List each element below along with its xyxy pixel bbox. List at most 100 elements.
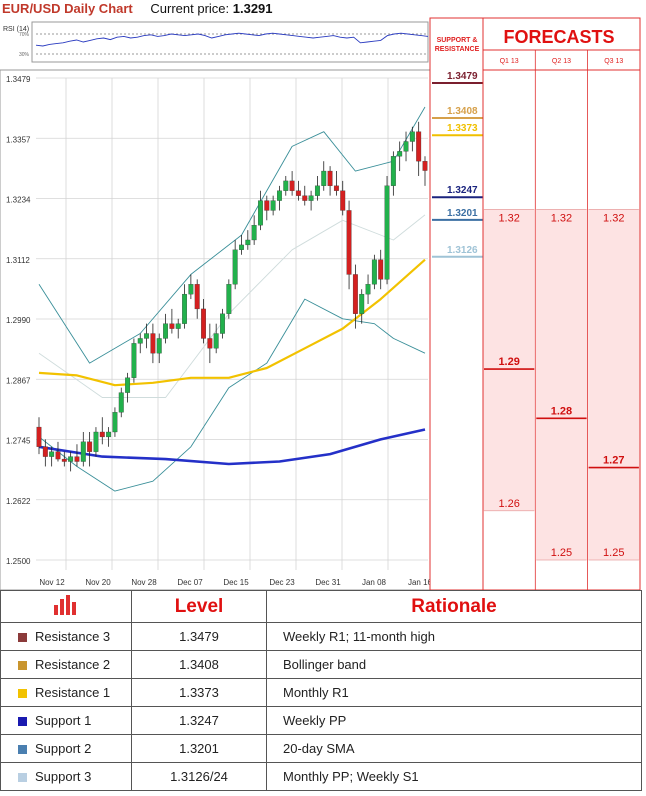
- forecast-low-label: 1.25: [603, 547, 624, 559]
- level-rationale: Monthly PP; Weekly S1: [266, 762, 642, 791]
- x-axis-ticks: Nov 12 Nov 20 Nov 28 Dec 07 Dec 15 Dec 23 Dec …: [39, 578, 432, 587]
- level-swatch: [18, 717, 27, 726]
- y-tick-label: 1.2990: [6, 316, 31, 325]
- bar-chart-icon: [54, 594, 76, 615]
- level-value: 1.3479: [131, 622, 267, 651]
- level-row: Support 1 1.3247 Weekly PP: [0, 706, 642, 735]
- candle-body-down: [340, 190, 346, 211]
- x-tick-label: Nov 12: [39, 578, 65, 587]
- sr-label-line1: SUPPORT &: [437, 37, 478, 44]
- level-header: Level: [131, 590, 267, 623]
- level-label: 1.3408: [447, 106, 478, 117]
- candle-body-up: [270, 200, 276, 211]
- level-rationale: Bollinger band: [266, 650, 642, 679]
- level-name-cell: Support 1: [0, 706, 132, 735]
- level-rationale: Weekly R1; 11-month high: [266, 622, 642, 651]
- sr-label-line2: RESISTANCE: [435, 46, 480, 53]
- candle-body-up: [384, 185, 390, 280]
- level-label: 1.3373: [447, 123, 478, 134]
- level-name: Support 3: [35, 769, 92, 784]
- level-name: Support 1: [35, 713, 92, 728]
- x-tick-label: Dec 31: [315, 578, 341, 587]
- candle-body-up: [245, 239, 251, 246]
- level-value: 1.3126/24: [131, 762, 267, 791]
- rsi-lower-label: 30%: [19, 52, 30, 58]
- level-name-cell: Support 3: [0, 762, 132, 791]
- candle-body-down: [422, 161, 428, 171]
- candle-body-down: [302, 195, 308, 201]
- candle-body-up: [118, 392, 124, 413]
- candle-body-up: [144, 333, 150, 339]
- candle-body-down: [416, 131, 422, 162]
- candle-body-down: [352, 274, 358, 314]
- forecasts-title: FORECASTS: [503, 27, 614, 47]
- level-name: Support 2: [35, 741, 92, 756]
- candle-body-up: [156, 338, 162, 354]
- candle-body-up: [226, 284, 232, 314]
- y-tick-label: 1.3112: [6, 256, 30, 265]
- forecast-mid-label: 1.28: [551, 405, 572, 417]
- y-tick-label: 1.3234: [6, 196, 31, 205]
- forecast-range-band: [588, 209, 640, 560]
- candle-body-up: [258, 200, 263, 226]
- x-tick-label: Dec 07: [177, 578, 203, 587]
- candle-body-up: [251, 225, 257, 241]
- candle-body-up: [409, 131, 415, 142]
- level-swatch: [18, 661, 27, 670]
- candles: [36, 121, 428, 472]
- level-row: Resistance 3 1.3479 Weekly R1; 11-month hi…: [0, 622, 642, 651]
- chart-title: EUR/USD Daily Chart: [2, 1, 133, 16]
- y-tick-label: 1.2500: [6, 557, 31, 566]
- level-row: Resistance 1 1.3373 Monthly R1: [0, 678, 642, 707]
- forecast-range-band: [535, 209, 588, 560]
- forecast-quarter-label: Q2 13: [552, 58, 571, 65]
- candle-body-up: [397, 151, 403, 157]
- candle-body-up: [283, 180, 289, 191]
- candle-body-up: [68, 456, 74, 462]
- candle-body-down: [150, 333, 156, 354]
- candle-body-up: [131, 343, 137, 378]
- level-rationale: Monthly R1: [266, 678, 642, 707]
- y-tick-label: 1.3479: [6, 75, 31, 84]
- level-swatch: [18, 633, 27, 642]
- level-value: 1.3201: [131, 734, 267, 763]
- level-row: Resistance 2 1.3408 Bollinger band: [0, 650, 642, 679]
- levels-table-header: Level Rationale: [0, 590, 642, 623]
- candle-body-up: [163, 323, 169, 339]
- bollinger-upper-line: [38, 106, 426, 364]
- forecast-low-label: 1.25: [551, 547, 572, 559]
- forecast-range-band: [483, 209, 535, 511]
- candle-body-down: [194, 284, 200, 310]
- forecast-high-label: 1.32: [498, 212, 519, 224]
- candle-body-down: [61, 458, 67, 462]
- y-tick-label: 1.2867: [6, 376, 31, 385]
- y-tick-label: 1.3357: [6, 135, 31, 144]
- candle-body-down: [55, 451, 61, 460]
- candle-body-down: [346, 210, 352, 275]
- candle-body-up: [365, 284, 371, 295]
- level-row: Support 3 1.3126/24 Monthly PP; Weekly S1: [0, 762, 642, 791]
- level-swatch: [18, 773, 27, 782]
- candle-body-down: [169, 323, 175, 329]
- candle-body-up: [371, 259, 377, 285]
- candle-body-up: [112, 412, 118, 433]
- chart-header: EUR/USD Daily Chart Current price: 1.329…: [0, 0, 430, 18]
- x-tick-label: Nov 28: [131, 578, 157, 587]
- candle-body-up: [314, 185, 320, 196]
- candle-body-up: [239, 244, 244, 250]
- level-rationale: Weekly PP: [266, 706, 642, 735]
- candle-body-up: [390, 156, 396, 186]
- level-swatch: [18, 689, 27, 698]
- level-label: 1.3247: [447, 185, 478, 196]
- level-swatch: [18, 745, 27, 754]
- candle-body-up: [359, 293, 365, 314]
- forecast-mid-label: 1.27: [603, 455, 624, 467]
- bollinger-lower-line: [38, 298, 426, 492]
- forecast-low-label: 1.26: [498, 498, 519, 510]
- forecast-mid-label: 1.29: [498, 356, 519, 368]
- candle-body-up: [175, 323, 181, 329]
- levels-table-body: Resistance 3 1.3479 Weekly R1; 11-month hi…: [0, 622, 642, 791]
- level-name-cell: Resistance 1: [0, 678, 132, 707]
- price-label: Current price:: [150, 1, 230, 16]
- candle-body-up: [93, 431, 99, 452]
